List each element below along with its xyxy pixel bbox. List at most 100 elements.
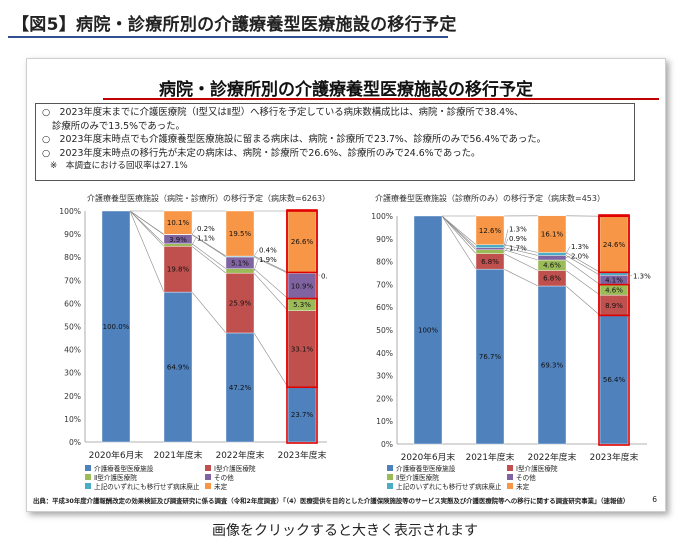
- legend-label: 上記のいずれにも移行せず病床廃止: [396, 483, 502, 491]
- slide-title-rule: [103, 98, 659, 100]
- bar-value-label: 1.3%: [633, 272, 651, 280]
- summary-footnote: ※ 本調査における回収率は27.1%: [50, 161, 188, 172]
- y-tick-label: 10%: [64, 415, 81, 424]
- bar-value-label: 47.2%: [229, 384, 252, 392]
- legend-item: 未定: [507, 481, 529, 491]
- y-tick-label: 80%: [64, 253, 81, 262]
- y-tick-label: 40%: [64, 346, 81, 355]
- y-tick-label: 20%: [376, 394, 393, 403]
- bar-value-label: 10.9%: [291, 282, 314, 290]
- legend-item: 上記のいずれにも移行せず病床廃止: [387, 481, 502, 491]
- label-leader-line: [627, 273, 633, 276]
- legend-label: Ⅱ型介護医療院: [94, 474, 137, 482]
- bar-segment: [475, 249, 505, 254]
- y-tick-label: 0%: [381, 440, 393, 449]
- chart-1-svg: 0% 10% 20% 30% 40% 50% 60% 70% 80% 90% 100% 100.0% 6…: [59, 207, 327, 461]
- y-tick-label: 30%: [64, 369, 81, 378]
- y-tick-label: 90%: [376, 235, 393, 244]
- series-connector-line: [441, 215, 477, 248]
- series-connector-line: [191, 246, 227, 274]
- bar-value-label: 2.0%: [571, 252, 589, 260]
- bar-segment: [475, 215, 505, 245]
- legend-label: Ⅱ型介護医療院: [396, 474, 439, 482]
- bar-segment: [599, 315, 629, 445]
- label-leader-line: [565, 246, 571, 255]
- legend-swatch: [507, 474, 513, 480]
- y-tick-label: 60%: [64, 299, 81, 308]
- bar-value-label: 1.1%: [197, 234, 215, 242]
- y-tick-label: 0%: [69, 438, 81, 447]
- series-connector-line: [253, 268, 289, 299]
- series-connector-line: [503, 244, 539, 253]
- series-connector-line: [503, 253, 539, 271]
- y-tick-label: 50%: [376, 326, 393, 335]
- bar-segment: [163, 243, 193, 247]
- series-connector-line: [565, 252, 601, 273]
- legend-label: Ⅰ型介護医療院: [214, 465, 256, 473]
- bar-value-label: 100.0%: [103, 323, 130, 331]
- bar-segment: [225, 332, 255, 443]
- chart-2-title: 介護療養型医療施設（診療所のみ）の移行予定（病床数=453）: [375, 194, 605, 203]
- bar-segment: [475, 247, 505, 250]
- series-connector-line: [253, 272, 289, 311]
- legend-swatch: [205, 483, 211, 489]
- bar-value-label: 1.9%: [259, 256, 277, 264]
- label-leader-line: [503, 248, 509, 252]
- x-category-label: 2023年度末: [278, 449, 327, 461]
- bar-segment: [599, 216, 629, 273]
- series-connector-line: [129, 210, 165, 247]
- bar-value-label: 0.4%: [321, 272, 327, 280]
- bar-value-label: 26.6%: [291, 238, 314, 246]
- series-connector-line: [441, 215, 477, 270]
- highlight-undecided: [598, 215, 630, 274]
- bar-value-label: 4.1%: [605, 276, 623, 284]
- click-to-enlarge-caption[interactable]: 画像をクリックすると大きく表示されます: [212, 523, 478, 539]
- series-connector-line: [191, 243, 227, 269]
- series-connector-line: [129, 210, 165, 293]
- legend-item: 未定: [205, 481, 227, 491]
- x-category-label: 2020年6月末: [401, 451, 456, 463]
- bar-segment: [537, 215, 567, 253]
- bar-segment: [163, 210, 193, 235]
- legend-swatch: [507, 483, 513, 489]
- y-tick-label: 80%: [376, 258, 393, 267]
- bar-value-label: 3.9%: [169, 236, 187, 244]
- x-category-label: 2021年度末: [466, 451, 515, 463]
- chart-2-legend: 介護療養型医療施設 Ⅰ型介護医療院 Ⅱ型介護医療院 その他 上記のいずれにも移行せず病床…: [387, 463, 627, 495]
- label-leader-line: [503, 229, 509, 247]
- legend-swatch: [387, 465, 393, 471]
- series-connector-line: [253, 255, 289, 273]
- bar-value-label: 25.9%: [229, 300, 252, 308]
- y-tick-label: 70%: [64, 276, 81, 285]
- legend-item: その他: [507, 472, 536, 482]
- bar-segment: [537, 252, 567, 256]
- series-connector-line: [191, 234, 227, 258]
- bar-value-label: 6.8%: [543, 275, 561, 283]
- label-leader-line: [253, 259, 259, 272]
- legend-label: その他: [214, 474, 234, 482]
- bar-value-label: 6.8%: [481, 258, 499, 266]
- series-connector-line: [503, 268, 539, 287]
- label-leader-line: [503, 238, 509, 249]
- bar-value-label: 100%: [418, 327, 438, 335]
- legend-swatch: [507, 465, 513, 471]
- label-leader-line: [191, 237, 197, 246]
- bar-value-label: 1.7%: [509, 245, 527, 253]
- legend-swatch: [85, 474, 91, 480]
- y-tick-label: 60%: [376, 303, 393, 312]
- figure-header-title: 【図5】病院・診療所別の介護療養型医療施設の移行予定: [12, 15, 457, 35]
- highlight-medical-institute: [286, 297, 318, 389]
- y-tick-label: 90%: [64, 230, 81, 239]
- slide-image[interactable]: 病院・診療所別の介護療養型医療施設の移行予定 ○ 2023年度末までに介護医療院…: [26, 58, 666, 512]
- bar-value-label: 0.2%: [197, 225, 215, 233]
- series-connector-line: [565, 285, 601, 316]
- bar-value-label: 19.5%: [229, 230, 252, 238]
- summary-notes-box: ○ 2023年度末までに介護医療院（Ⅰ型又はⅡ型）へ移行を予定している病床数構成…: [35, 103, 635, 181]
- bar-segment: [225, 272, 255, 334]
- x-category-label: 2022年度末: [528, 451, 577, 463]
- y-tick-label: 100%: [59, 207, 81, 216]
- bar-segment: [225, 268, 255, 274]
- legend-swatch: [205, 465, 211, 471]
- legend-swatch: [85, 483, 91, 489]
- bar-segment: [101, 210, 131, 443]
